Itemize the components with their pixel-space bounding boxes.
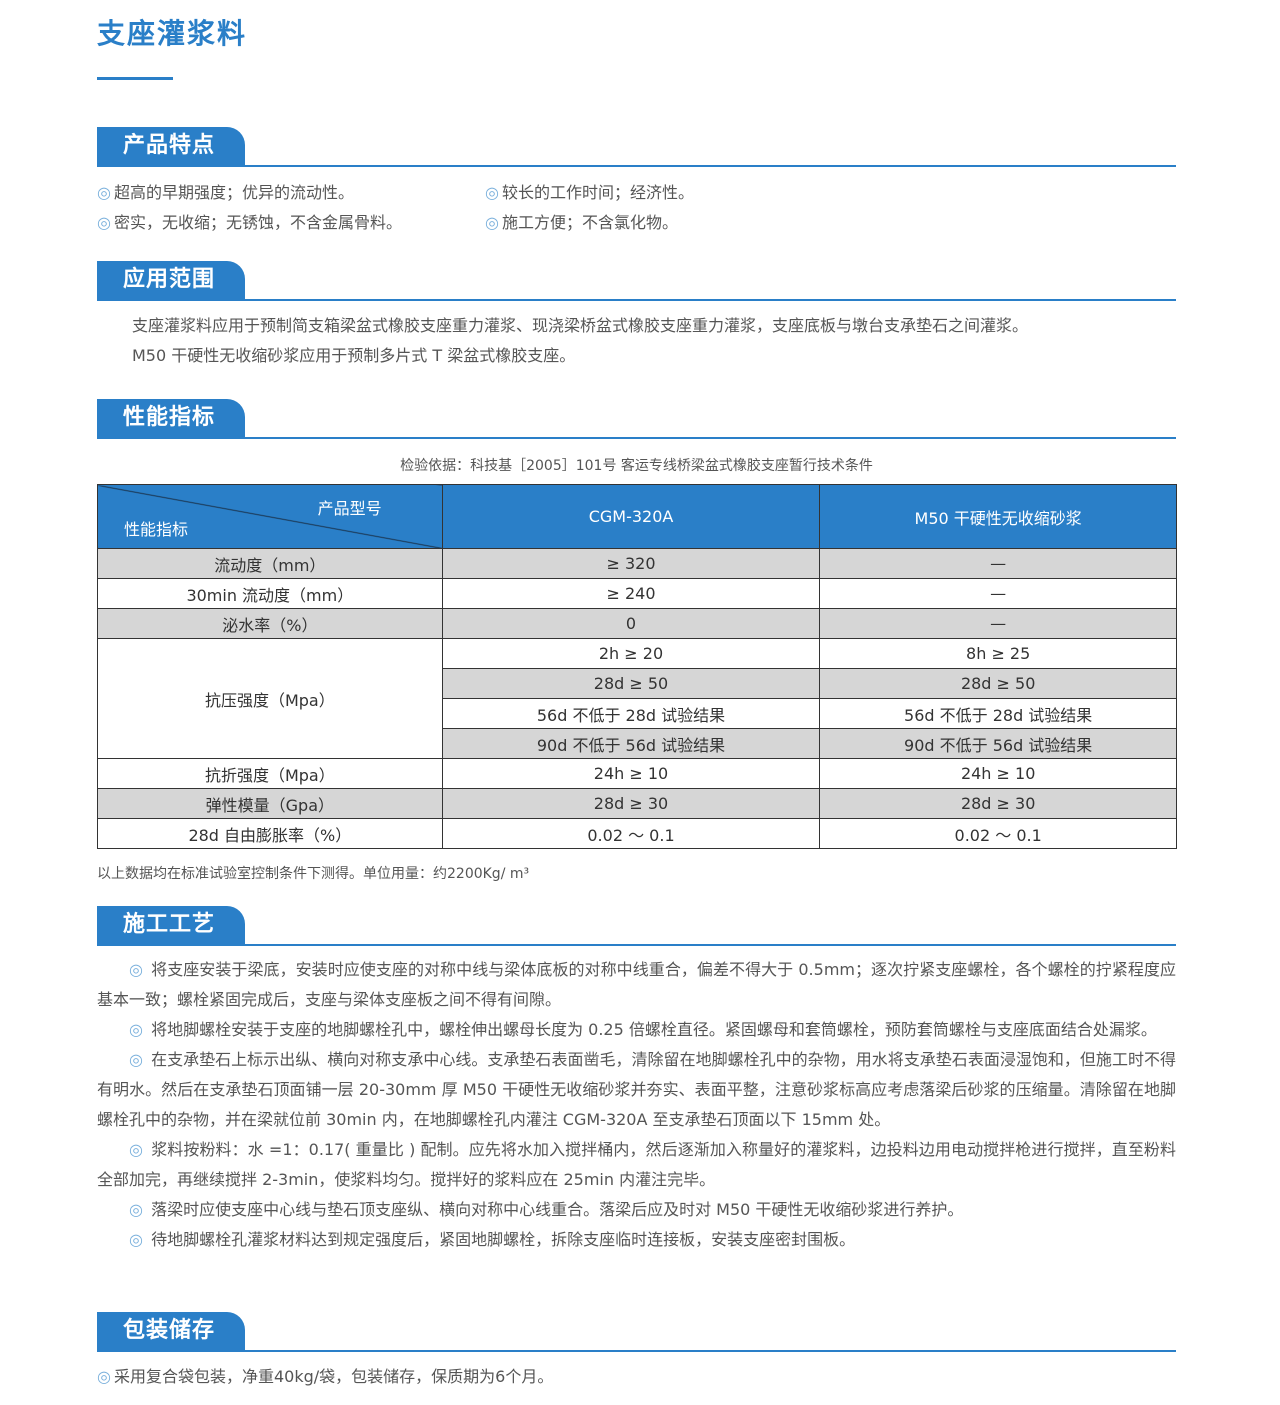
process-step: ◎ 落梁时应使支座中心线与垫石顶支座纵、横向对称中心线重合。落梁后应及时对 M5… bbox=[97, 1195, 1176, 1225]
step-text: 在支承垫石上标示出纵、横向对称支承中心线。支承垫石表面凿毛，清除留在地脚螺栓孔中… bbox=[97, 1050, 1176, 1129]
section-header-features: 产品特点 bbox=[97, 125, 1176, 167]
scope-text: 支座灌浆料应用于预制简支箱梁盆式橡胶支座重力灌浆、现浇梁桥盆式橡胶支座重力灌浆，… bbox=[132, 311, 1172, 371]
bullet-icon: ◎ bbox=[485, 213, 499, 232]
table-row: 28d 自由膨胀率（%） 0.02 ～ 0.1 0.02 ～ 0.1 bbox=[97, 818, 1177, 849]
cell: 90d 不低于 56d 试验结果 bbox=[441, 728, 821, 759]
test-basis: 检验依据：科技基［2005］101号 客运专线桥梁盆式橡胶支座暂行技术条件 bbox=[400, 458, 873, 474]
cell: 0 bbox=[441, 608, 821, 639]
cell: 90d 不低于 56d 试验结果 bbox=[819, 728, 1177, 759]
step-text: 落梁时应使支座中心线与垫石顶支座纵、横向对称中心线重合。落梁后应及时对 M50 … bbox=[151, 1200, 964, 1219]
table-row: 泌水率（%） 0— bbox=[97, 608, 1177, 639]
process-step: ◎ 将支座安装于梁底，安装时应使支座的对称中线与梁体底板的对称中线重合，偏差不得… bbox=[97, 955, 1176, 1015]
table-row: 30min 流动度（mm） ≥ 240— bbox=[97, 578, 1177, 609]
table-row: 56d 不低于 28d 试验结果 56d 不低于 28d 试验结果 bbox=[98, 698, 1177, 729]
feature-item: ◎ 密实，无收缩；无锈蚀，不含金属骨料。 bbox=[97, 209, 402, 233]
bullet-icon: ◎ bbox=[129, 960, 144, 979]
column-header: M50 干硬性无收缩砂浆 bbox=[819, 484, 1177, 549]
section-header-scope: 应用范围 bbox=[97, 259, 1176, 301]
feature-item: ◎ 超高的早期强度；优异的流动性。 bbox=[97, 179, 354, 203]
cell: 28d 自由膨胀率（%） bbox=[97, 818, 443, 849]
cell: 8h ≥ 25 bbox=[819, 638, 1177, 669]
feature-text: 较长的工作时间；经济性。 bbox=[501, 183, 694, 202]
cell: 56d 不低于 28d 试验结果 bbox=[819, 698, 1177, 729]
section-header-packaging: 包装储存 bbox=[97, 1310, 1176, 1352]
bullet-icon: ◎ bbox=[97, 183, 111, 202]
section-tab: 性能指标 bbox=[97, 399, 245, 437]
cell: 泌水率（%） bbox=[97, 608, 443, 639]
table-row: 抗折强度（Mpa） 24h ≥ 10 24h ≥ 10 bbox=[97, 758, 1177, 789]
corner-top-label: 产品型号 bbox=[317, 499, 382, 518]
table-row: 28d ≥ 50 28d ≥ 50 bbox=[98, 668, 1177, 699]
bullet-icon: ◎ bbox=[129, 1050, 143, 1069]
table-row: 流动度（mm） ≥ 320— bbox=[97, 548, 1177, 579]
packaging-text: 采用复合袋包装，净重40kg/袋，包装储存，保质期为6个月。 bbox=[113, 1367, 554, 1386]
process-step: ◎ 将地脚螺栓安装于支座的地脚螺栓孔中，螺栓伸出螺母长度为 0.25 倍螺栓直径… bbox=[97, 1015, 1176, 1045]
section-header-performance: 性能指标 bbox=[97, 397, 1176, 439]
section-tab: 施工工艺 bbox=[97, 906, 245, 944]
section-tab: 产品特点 bbox=[97, 127, 245, 165]
step-text: 将地脚螺栓安装于支座的地脚螺栓孔中，螺栓伸出螺母长度为 0.25 倍螺栓直径。紧… bbox=[151, 1020, 1157, 1039]
feature-text: 施工方便；不含氯化物。 bbox=[501, 213, 678, 232]
corner-header: 产品型号性能指标 bbox=[97, 484, 443, 549]
cell: 24h ≥ 10 bbox=[441, 758, 821, 789]
feature-text: 超高的早期强度；优异的流动性。 bbox=[113, 183, 354, 202]
scope-line: 支座灌浆料应用于预制简支箱梁盆式橡胶支座重力灌浆、现浇梁桥盆式橡胶支座重力灌浆，… bbox=[132, 316, 1029, 335]
table-row: 90d 不低于 56d 试验结果 90d 不低于 56d 试验结果 bbox=[98, 728, 1177, 759]
bullet-icon: ◎ bbox=[129, 1200, 143, 1219]
process-step: ◎ 在支承垫石上标示出纵、横向对称支承中心线。支承垫石表面凿毛，清除留在地脚螺栓… bbox=[97, 1045, 1176, 1135]
cell: 抗压强度（Mpa） bbox=[97, 638, 443, 759]
page-title: 支座灌浆料 bbox=[97, 17, 248, 50]
bullet-icon: ◎ bbox=[485, 183, 499, 202]
bullet-icon: ◎ bbox=[97, 1367, 111, 1386]
cell: 28d ≥ 30 bbox=[441, 788, 821, 819]
cell: ≥ 240 bbox=[441, 578, 821, 609]
process-step: ◎ 浆料按粉料：水 =1：0.17( 重量比 ) 配制。应先将水加入搅拌桶内，然… bbox=[97, 1135, 1176, 1195]
process-step: ◎ 待地脚螺栓孔灌浆材料达到规定强度后，紧固地脚螺栓，拆除支座临时连接板，安装支… bbox=[97, 1225, 1176, 1255]
cell: 0.02 ～ 0.1 bbox=[819, 818, 1177, 849]
cell: 30min 流动度（mm） bbox=[97, 578, 443, 609]
table-note: 以上数据均在标准试验室控制条件下测得。单位用量：约2200Kg/ m³ bbox=[97, 866, 530, 882]
bullet-icon: ◎ bbox=[129, 1020, 143, 1039]
step-text: 浆料按粉料：水 =1：0.17( 重量比 ) 配制。应先将水加入搅拌桶内，然后逐… bbox=[97, 1140, 1176, 1189]
cell: 流动度（mm） bbox=[97, 548, 443, 579]
bullet-icon: ◎ bbox=[97, 213, 111, 232]
cell: — bbox=[819, 608, 1177, 639]
step-text: 待地脚螺栓孔灌浆材料达到规定强度后，紧固地脚螺栓，拆除支座临时连接板，安装支座密… bbox=[151, 1230, 856, 1249]
title-underline bbox=[97, 77, 173, 80]
process-text: ◎ 将支座安装于梁底，安装时应使支座的对称中线与梁体底板的对称中线重合，偏差不得… bbox=[97, 955, 1176, 1255]
feature-text: 密实，无收缩；无锈蚀，不含金属骨料。 bbox=[113, 213, 402, 232]
cell: 28d ≥ 50 bbox=[441, 668, 821, 699]
cell: 2h ≥ 20 bbox=[441, 638, 821, 669]
scope-line: M50 干硬性无收缩砂浆应用于预制多片式 T 梁盆式橡胶支座。 bbox=[132, 346, 576, 365]
section-tab: 应用范围 bbox=[97, 261, 245, 299]
cell: 抗折强度（Mpa） bbox=[97, 758, 443, 789]
cell: 0.02 ～ 0.1 bbox=[441, 818, 821, 849]
bullet-icon: ◎ bbox=[129, 1230, 143, 1249]
cell: 弹性模量（Gpa） bbox=[97, 788, 443, 819]
section-header-process: 施工工艺 bbox=[97, 904, 1176, 946]
corner-bottom-label: 性能指标 bbox=[124, 520, 189, 539]
cell: ≥ 320 bbox=[441, 548, 821, 579]
bullet-icon: ◎ bbox=[129, 1140, 144, 1159]
cell: — bbox=[819, 548, 1177, 579]
section-tab: 包装储存 bbox=[97, 1312, 245, 1350]
performance-table: 产品型号性能指标 CGM-320A M50 干硬性无收缩砂浆 流动度（mm） ≥ … bbox=[97, 484, 1177, 849]
cell: 28d ≥ 30 bbox=[819, 788, 1177, 819]
table-row: 弹性模量（Gpa） 28d ≥ 30 28d ≥ 30 bbox=[97, 788, 1177, 819]
feature-item: ◎ 较长的工作时间；经济性。 bbox=[485, 179, 694, 203]
step-text: 将支座安装于梁底，安装时应使支座的对称中线与梁体底板的对称中线重合，偏差不得大于… bbox=[97, 960, 1176, 1009]
cell: — bbox=[819, 578, 1177, 609]
cell: 24h ≥ 10 bbox=[819, 758, 1177, 789]
cell: 56d 不低于 28d 试验结果 bbox=[441, 698, 821, 729]
packaging-item: ◎ 采用复合袋包装，净重40kg/袋，包装储存，保质期为6个月。 bbox=[97, 1363, 553, 1387]
feature-item: ◎ 施工方便；不含氯化物。 bbox=[485, 209, 678, 233]
cell: 28d ≥ 50 bbox=[819, 668, 1177, 699]
column-header: CGM-320A bbox=[441, 484, 821, 549]
table-row: 抗压强度（Mpa） 2h ≥ 20 8h ≥ 25 bbox=[97, 638, 1177, 759]
